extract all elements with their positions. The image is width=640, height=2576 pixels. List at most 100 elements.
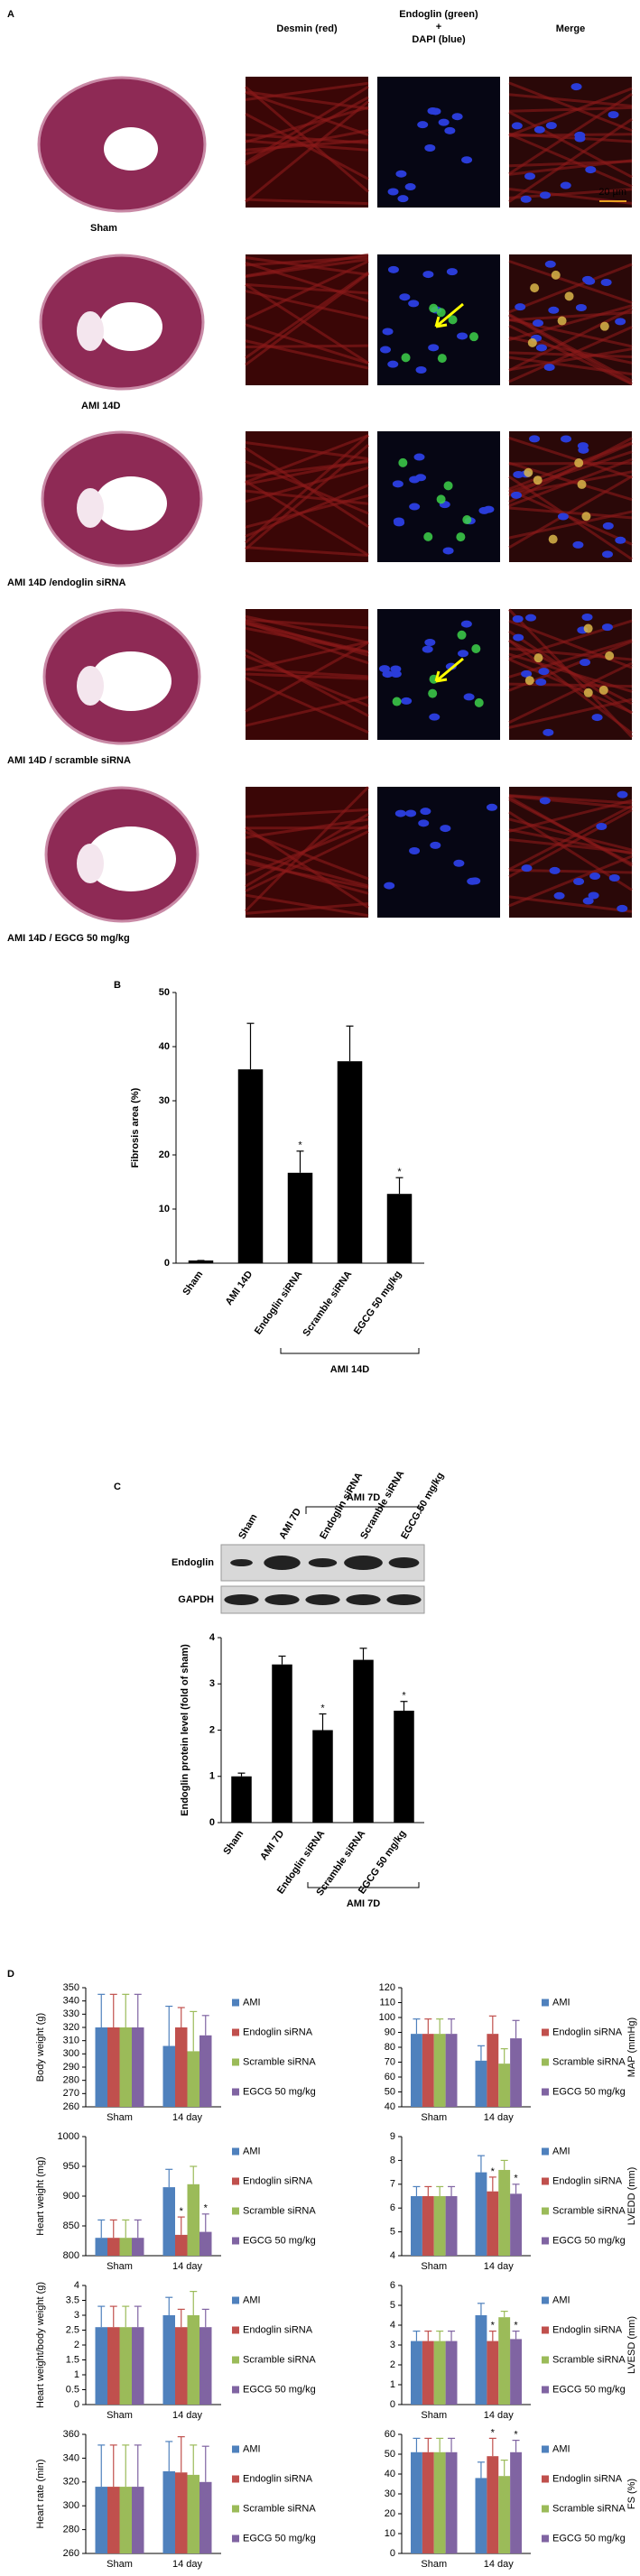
legend-swatch (542, 2147, 549, 2156)
legend-swatch (542, 2028, 549, 2036)
y-tick-label: 320 (63, 2477, 79, 2488)
y-tick-label: 5 (390, 2227, 395, 2238)
fiber (245, 668, 369, 679)
bar (487, 2191, 499, 2256)
blot-lane-label: Sham (237, 1512, 259, 1541)
legend-label: AMI (552, 1997, 570, 2008)
legend-swatch (232, 2475, 239, 2483)
nucleus (457, 332, 468, 340)
fiber (508, 450, 633, 494)
nucleus (512, 615, 524, 623)
legend-label: Endoglin siRNA (243, 2324, 313, 2335)
nucleus (440, 825, 451, 833)
fiber (245, 444, 369, 550)
fiber (245, 695, 369, 727)
y-tick-label: 30 (385, 2488, 395, 2499)
legend-swatch (542, 2505, 549, 2513)
fiber (508, 110, 633, 179)
fiber (245, 460, 369, 478)
legend-label: EGCG 50 mg/kg (552, 2533, 626, 2544)
legend-swatch (232, 2386, 239, 2394)
legend-label: AMI (243, 1997, 261, 2008)
endoglin-signal (581, 512, 591, 522)
y-tick-label: 10 (385, 2528, 395, 2539)
y-tick-label: 310 (63, 2036, 79, 2046)
bar (445, 2341, 458, 2405)
nucleus (384, 882, 395, 890)
nucleus (442, 547, 454, 555)
blot-lane-label: AMI 7D (277, 1507, 303, 1541)
nucleus (461, 156, 473, 164)
significance: * (491, 2166, 496, 2177)
legend-swatch (232, 2088, 239, 2096)
blot-band (386, 1594, 422, 1605)
nucleus (600, 279, 612, 287)
row-label: Sham (90, 223, 117, 234)
significance: * (320, 1703, 325, 1713)
bar (119, 2487, 132, 2553)
endoglin-signal (392, 697, 402, 706)
bar (422, 2341, 434, 2405)
group-bracket (280, 1348, 420, 1354)
fiber (245, 100, 369, 203)
y-axis-label: LVEDD (mm) (626, 2167, 637, 2226)
y-tick-label: 0 (390, 2548, 395, 2559)
blot-band (224, 1594, 259, 1605)
legend-label: Scramble siRNA (552, 2056, 626, 2067)
heart-cavity (95, 476, 167, 531)
nucleus (520, 195, 532, 203)
bar (510, 2193, 522, 2256)
blot-band (344, 1556, 383, 1570)
endoglin-signal (401, 353, 411, 363)
legend-label: AMI (243, 2443, 261, 2454)
y-tick-label: 1.5 (66, 2354, 79, 2365)
endoglin-signal (398, 457, 408, 467)
scale-bar-label: 20 µm (598, 187, 626, 198)
y-tick-label: 300 (63, 2500, 79, 2511)
endoglin-signal (524, 467, 533, 477)
nucleus (415, 474, 427, 482)
nucleus (543, 364, 555, 372)
nucleus (561, 435, 572, 443)
endoglin-signal (469, 332, 479, 342)
legend-swatch (232, 2326, 239, 2334)
bar (411, 2451, 422, 2553)
y-tick-label: 100 (379, 2012, 395, 2023)
legend-swatch (542, 2386, 549, 2394)
y-tick-label: 50 (159, 987, 170, 998)
bar (475, 2060, 487, 2107)
group-label: AMI 14D (330, 1364, 369, 1375)
nucleus (397, 195, 409, 203)
fiber (245, 290, 369, 320)
nucleus (533, 319, 544, 328)
legend-label: Scramble siRNA (552, 2205, 626, 2216)
nucleus (392, 480, 403, 488)
fiber (508, 92, 633, 175)
fiber (245, 640, 369, 671)
fiber (508, 838, 633, 854)
endoglin-signal (605, 651, 615, 660)
y-tick-label: 330 (63, 2008, 79, 2019)
nucleus (608, 111, 619, 119)
bar (510, 2339, 522, 2405)
bar (498, 2064, 511, 2107)
fiber (245, 261, 369, 303)
fiber (245, 893, 369, 918)
endoglin-signal (474, 697, 484, 707)
nucleus (422, 271, 434, 279)
fiber (508, 260, 633, 304)
column-header: + (436, 22, 441, 32)
arrow (434, 302, 464, 328)
legend-label: Scramble siRNA (243, 2205, 316, 2216)
y-tick-label: 950 (63, 2161, 79, 2172)
fiber (508, 442, 633, 497)
nucleus (572, 540, 584, 549)
y-tick-label: 0 (74, 2399, 79, 2410)
y-tick-label: 300 (63, 2048, 79, 2059)
bar (119, 2027, 132, 2107)
x-tick-label: Endoglin siRNA (253, 1269, 305, 1336)
nucleus (585, 166, 597, 174)
y-axis-label: Body weight (g) (35, 2013, 46, 2082)
nucleus (580, 659, 591, 667)
fiber (245, 484, 369, 538)
